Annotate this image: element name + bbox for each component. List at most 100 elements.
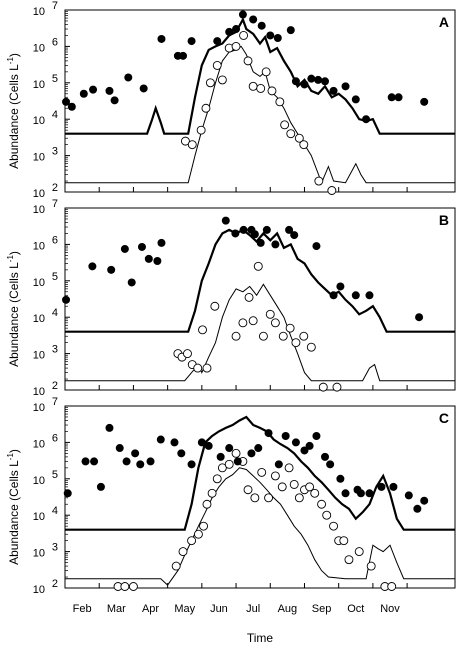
filled-point xyxy=(420,496,429,505)
open-point xyxy=(314,176,324,186)
open-point xyxy=(270,471,280,481)
open-point xyxy=(250,493,260,503)
open-point xyxy=(243,485,253,495)
y-tick-exponent: 2 xyxy=(52,380,58,392)
open-point xyxy=(305,482,315,492)
open-point xyxy=(231,41,241,51)
filled-point xyxy=(225,27,234,36)
y-axis-title-main: Abundance (Cells L xyxy=(7,262,21,367)
filled-point xyxy=(356,489,365,498)
filled-point xyxy=(291,77,300,86)
open-point xyxy=(265,309,275,319)
filled-point xyxy=(120,244,129,253)
y-tick-label: 10 xyxy=(33,240,45,252)
open-point xyxy=(205,78,215,88)
open-point xyxy=(193,363,203,373)
open-point xyxy=(329,521,339,531)
open-point xyxy=(239,30,249,40)
open-point xyxy=(120,582,130,591)
filled-point xyxy=(394,93,403,102)
filled-point xyxy=(231,229,240,238)
y-tick-label: 10 xyxy=(33,350,45,362)
open-point xyxy=(285,323,295,333)
y-tick-exponent: 3 xyxy=(52,146,58,158)
y-tick-label: 10 xyxy=(33,386,45,398)
filled-point xyxy=(321,452,329,461)
x-tick-label: Feb xyxy=(73,603,92,615)
open-point xyxy=(178,547,188,557)
filled-point xyxy=(305,441,314,450)
filled-point xyxy=(239,225,248,234)
filled-point xyxy=(300,446,309,455)
y-tick-label: 10 xyxy=(33,475,45,487)
open-point xyxy=(231,331,241,341)
filled-point xyxy=(285,225,294,234)
panel-c: 10 2 10 3 10 4 10 5 10 6 10 7 Abundance (Cells L-1) C xyxy=(6,396,456,596)
open-point xyxy=(253,261,263,271)
open-point xyxy=(199,521,209,531)
open-point xyxy=(264,493,274,503)
filled-point xyxy=(81,457,90,466)
filled-point xyxy=(124,73,133,82)
open-point xyxy=(270,318,280,328)
filled-point xyxy=(110,96,119,105)
open-point xyxy=(277,482,287,492)
x-tick-label: Aug xyxy=(278,603,298,615)
y-tick-label: 10 xyxy=(33,188,45,200)
open-point xyxy=(217,75,227,85)
y-tick-exponent: 7 xyxy=(52,396,58,408)
y-tick-exponent: 3 xyxy=(52,344,58,356)
filled-point xyxy=(122,457,131,466)
filled-point xyxy=(127,278,136,287)
x-tick-label: Nov xyxy=(380,603,400,615)
filled-point xyxy=(321,77,329,86)
y-axis-title: Abundance (Cells L-1) xyxy=(6,251,21,367)
open-point xyxy=(366,561,376,571)
filled-point xyxy=(89,85,98,94)
open-point xyxy=(387,582,397,591)
open-point xyxy=(202,363,212,373)
filled-point xyxy=(153,256,162,265)
open-point xyxy=(201,103,211,113)
filled-point xyxy=(115,444,124,453)
y-tick-exponent: 4 xyxy=(52,307,58,319)
filled-point xyxy=(79,89,88,98)
filled-point xyxy=(362,115,371,124)
open-point xyxy=(261,67,271,77)
open-point xyxy=(231,448,241,458)
open-point xyxy=(294,493,304,503)
filled-point xyxy=(262,225,271,234)
open-point xyxy=(344,555,354,565)
open-point xyxy=(244,292,254,302)
y-tick-label: 10 xyxy=(33,548,45,560)
open-point xyxy=(196,125,206,135)
filled-point xyxy=(264,429,273,438)
open-point xyxy=(332,382,342,392)
open-point xyxy=(284,463,294,473)
y-tick-label: 10 xyxy=(33,584,45,596)
filled-point xyxy=(62,295,71,304)
open-point xyxy=(207,488,217,498)
y-tick-exponent: 6 xyxy=(52,432,58,444)
filled-point xyxy=(341,489,350,498)
filled-point xyxy=(131,449,140,458)
filled-point xyxy=(213,37,222,46)
open-point xyxy=(171,561,181,571)
y-tick-label: 10 xyxy=(33,79,45,91)
y-tick-exponent: 4 xyxy=(52,109,58,121)
y-tick-label: 10 xyxy=(33,277,45,289)
open-point xyxy=(193,529,203,539)
y-tick-label: 10 xyxy=(33,152,45,164)
y-tick-label: 10 xyxy=(33,6,45,18)
filled-point xyxy=(404,491,413,500)
filled-point xyxy=(105,423,114,432)
filled-point xyxy=(157,34,166,43)
filled-point xyxy=(156,435,165,444)
filled-point xyxy=(389,482,398,491)
y-tick-label: 10 xyxy=(33,42,45,54)
panel-frame xyxy=(64,9,456,193)
y-tick-exponent: 5 xyxy=(52,271,58,283)
open-point xyxy=(256,83,266,93)
filled-point xyxy=(62,97,71,106)
